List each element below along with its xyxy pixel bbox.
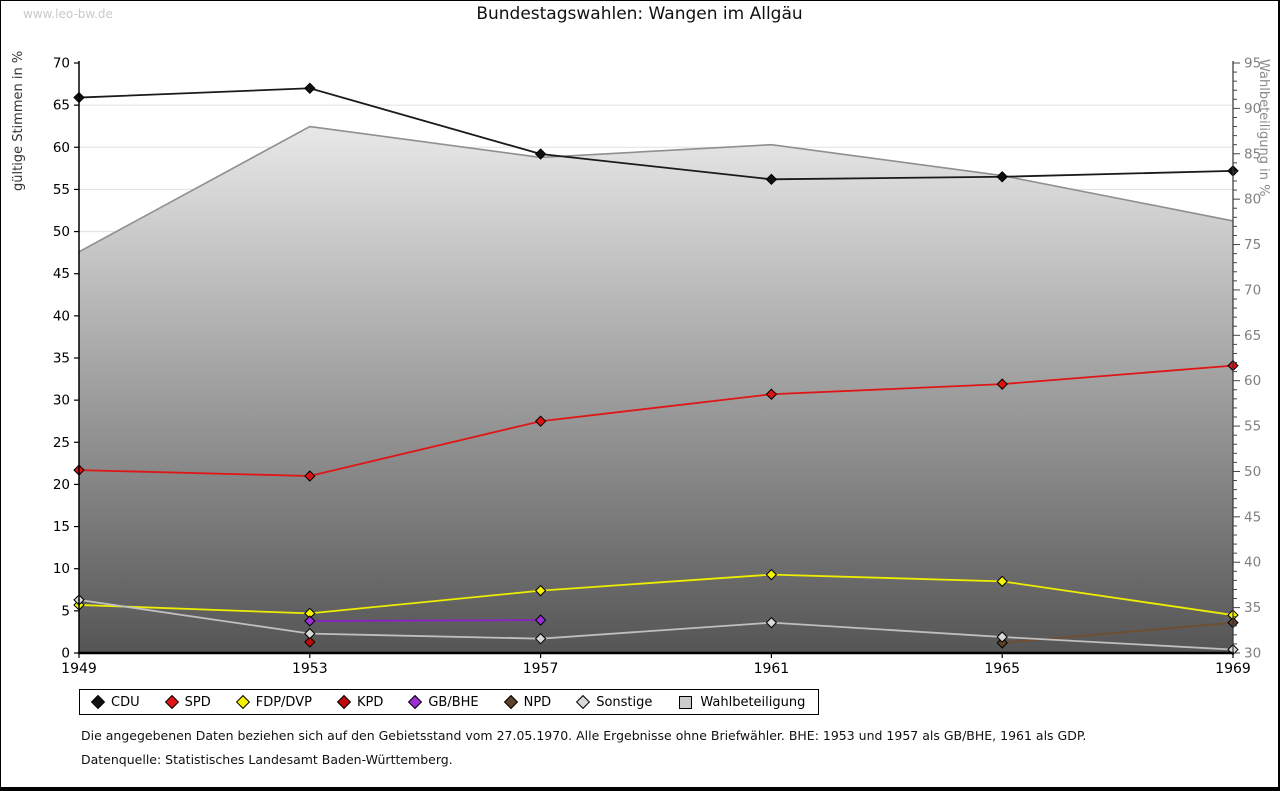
series-line-sonstige bbox=[78, 599, 1234, 651]
right-axis-tick-label: 40 bbox=[1244, 555, 1261, 571]
data-point-spd bbox=[304, 470, 316, 482]
fdp-dvp-marker-icon bbox=[235, 694, 250, 710]
legend-item-spd: SPD bbox=[164, 694, 211, 710]
data-point-spd bbox=[996, 378, 1008, 390]
legend-label: KPD bbox=[356, 694, 384, 710]
data-point-sonstige bbox=[534, 632, 547, 645]
data-point-spd bbox=[765, 388, 778, 400]
right-axis-tick-label: 95 bbox=[1244, 56, 1261, 72]
legend-label: NPD bbox=[523, 694, 552, 710]
left-axis-tick-label: 65 bbox=[53, 98, 70, 114]
left-axis-tick-label: 25 bbox=[53, 435, 70, 451]
data-point-spd bbox=[534, 415, 547, 427]
legend-label: Wahlbeteiligung bbox=[700, 694, 806, 710]
data-point-fdp-dvp bbox=[765, 568, 778, 581]
legend-label: CDU bbox=[111, 694, 140, 710]
x-axis-year-label: 1961 bbox=[754, 661, 790, 677]
right-axis-tick-label: 75 bbox=[1244, 237, 1261, 253]
right-axis-tick-label: 85 bbox=[1244, 146, 1261, 162]
legend-label: Sonstige bbox=[596, 694, 653, 710]
data-point-cdu bbox=[996, 171, 1008, 183]
x-axis-year-label: 1965 bbox=[984, 661, 1020, 677]
data-point-fdp-dvp bbox=[996, 575, 1008, 588]
data-point-npd bbox=[996, 637, 1008, 649]
series-line-cdu bbox=[78, 87, 1234, 181]
legend-item-npd: NPD bbox=[503, 694, 552, 710]
data-point-kpd bbox=[304, 636, 316, 648]
watermark-link: www.leo-bw.de bbox=[23, 7, 113, 21]
cdu-marker-icon bbox=[90, 694, 106, 710]
spd-marker-icon bbox=[164, 694, 179, 710]
left-axis-tick-label: 5 bbox=[61, 603, 70, 619]
sonstige-marker-icon bbox=[576, 694, 591, 710]
series-line-fdp-dvp bbox=[78, 573, 1234, 616]
left-axis-tick-label: 45 bbox=[53, 266, 70, 282]
data-point-fdp-dvp bbox=[534, 584, 547, 597]
legend-item-gb-bhe: GB/BHE bbox=[408, 694, 479, 710]
chart-legend: CDU SPD FDP/DVP KPD GB/BHE NPD Sonstige Wahlbet… bbox=[79, 689, 820, 715]
legend-item-cdu: CDU bbox=[90, 694, 140, 710]
left-axis-tick-label: 40 bbox=[53, 308, 70, 324]
left-axis-tick-label: 30 bbox=[53, 393, 70, 409]
left-axis-tick-label: 10 bbox=[53, 561, 70, 577]
npd-marker-icon bbox=[503, 694, 518, 710]
series-line-gb-bhe bbox=[309, 619, 541, 622]
data-point-gb-bhe bbox=[304, 615, 316, 627]
legend-label: GB/BHE bbox=[428, 694, 479, 710]
left-axis-tick-label: 0 bbox=[61, 646, 70, 662]
data-point-sonstige bbox=[996, 631, 1008, 643]
legend-item-kpd: KPD bbox=[336, 694, 384, 710]
legend-label: SPD bbox=[184, 694, 211, 710]
wahlbeteiligung-marker-icon bbox=[679, 695, 693, 709]
right-axis-tick-label: 50 bbox=[1244, 464, 1261, 480]
right-axis-tick-label: 55 bbox=[1244, 419, 1261, 435]
left-axis-tick-label: 50 bbox=[53, 224, 70, 240]
left-axis-tick-label: 35 bbox=[53, 351, 70, 367]
left-axis-tick-label: 15 bbox=[53, 519, 70, 535]
x-axis-year-label: 1969 bbox=[1215, 661, 1251, 677]
gb-bhe-marker-icon bbox=[408, 694, 423, 710]
data-point-sonstige bbox=[765, 616, 778, 629]
data-point-cdu bbox=[534, 148, 547, 160]
left-axis-tick-label: 55 bbox=[53, 182, 70, 198]
left-axis-tick-label: 70 bbox=[53, 56, 70, 72]
data-point-gb-bhe bbox=[534, 614, 547, 626]
x-axis-year-label: 1957 bbox=[523, 661, 559, 677]
right-axis-tick-label: 90 bbox=[1244, 101, 1261, 117]
left-axis-tick-label: 60 bbox=[53, 140, 70, 156]
right-axis-tick-label: 45 bbox=[1244, 509, 1261, 525]
legend-item-wahlbeteiligung: Wahlbeteiligung bbox=[679, 695, 805, 710]
data-point-cdu bbox=[304, 82, 316, 94]
right-axis-tick-label: 35 bbox=[1244, 600, 1261, 616]
footnote-gebietsstand: Die angegebenen Daten beziehen sich auf … bbox=[81, 728, 1087, 743]
right-axis-tick-label: 80 bbox=[1244, 192, 1261, 208]
legend-item-fdp-dvp: FDP/DVP bbox=[235, 694, 312, 710]
legend-label: FDP/DVP bbox=[255, 694, 312, 710]
page-title: Bundestagswahlen: Wangen im Allgäu bbox=[476, 4, 803, 24]
series-line-spd bbox=[78, 364, 1234, 477]
data-point-cdu bbox=[765, 173, 778, 186]
footnote-datenquelle: Datenquelle: Statistisches Landesamt Bad… bbox=[81, 752, 453, 767]
legend-item-sonstige: Sonstige bbox=[576, 694, 653, 710]
x-axis-year-label: 1949 bbox=[61, 661, 97, 677]
wahlbeteiligung-area bbox=[79, 126, 1233, 654]
x-axis-year-label: 1953 bbox=[292, 661, 328, 677]
right-axis-tick-label: 70 bbox=[1244, 282, 1261, 298]
wahlbeteiligung-edge-line bbox=[78, 125, 1234, 253]
left-axis-tick-label: 20 bbox=[53, 477, 70, 493]
data-point-sonstige bbox=[304, 627, 316, 640]
right-axis-tick-label: 60 bbox=[1244, 373, 1261, 389]
right-axis-tick-label: 30 bbox=[1244, 646, 1261, 662]
kpd-marker-icon bbox=[336, 694, 352, 710]
right-axis-tick-label: 65 bbox=[1244, 328, 1261, 344]
